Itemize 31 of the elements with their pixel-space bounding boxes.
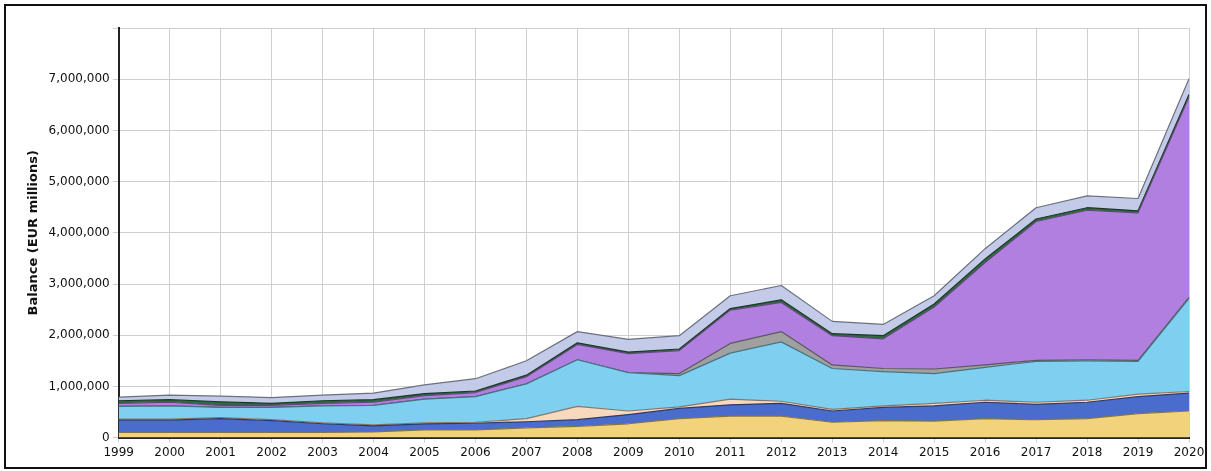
x-tick-label: 2005 xyxy=(409,444,440,459)
y-tick-label: 0 xyxy=(102,429,110,444)
x-tick-label: 2020 xyxy=(1173,444,1205,459)
x-tick-label: 2003 xyxy=(307,444,338,459)
x-tick-label: 2009 xyxy=(613,444,644,459)
x-tick-label: 2014 xyxy=(867,444,899,459)
y-tick-label: 3,000,000 xyxy=(48,276,110,291)
x-tick-label: 2013 xyxy=(816,444,848,459)
x-tick-label: 2008 xyxy=(562,444,593,459)
x-tick-label: 2002 xyxy=(256,444,287,459)
y-tick-label: 7,000,000 xyxy=(48,71,110,86)
y-tick-label: 6,000,000 xyxy=(48,122,110,137)
y-tick-label: 1,000,000 xyxy=(48,378,110,393)
x-tick-label: 1999 xyxy=(103,444,134,459)
y-axis-title: Balance (EUR millions) xyxy=(25,150,41,316)
y-tick-label: 2,000,000 xyxy=(48,327,110,342)
x-tick-label: 2011 xyxy=(715,444,746,459)
x-tick-label: 2019 xyxy=(1122,444,1154,459)
x-tick-label: 2004 xyxy=(358,444,389,459)
x-tick-label: 2007 xyxy=(511,444,542,459)
x-tick-label: 2006 xyxy=(460,444,491,459)
x-tick-label: 2018 xyxy=(1071,444,1103,459)
x-tick-label: 2016 xyxy=(969,444,1001,459)
x-tick-label: 2010 xyxy=(664,444,695,459)
y-tick-label: 4,000,000 xyxy=(48,224,110,239)
x-tick-label: 2015 xyxy=(918,444,950,459)
x-tick-label: 2012 xyxy=(765,444,797,459)
x-tick-label: 2001 xyxy=(205,444,236,459)
y-tick-label: 5,000,000 xyxy=(48,173,110,188)
x-tick-label: 2017 xyxy=(1020,444,1052,459)
x-tick-label: 2000 xyxy=(154,444,185,459)
